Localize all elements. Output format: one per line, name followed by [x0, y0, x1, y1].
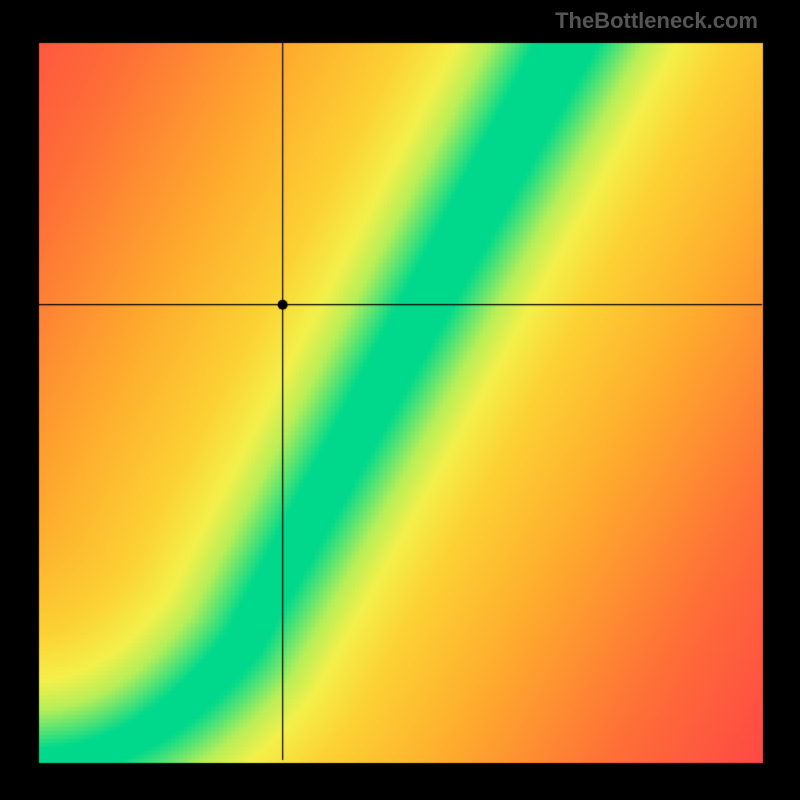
bottleneck-heatmap — [0, 0, 800, 800]
watermark-text: TheBottleneck.com — [555, 8, 758, 34]
